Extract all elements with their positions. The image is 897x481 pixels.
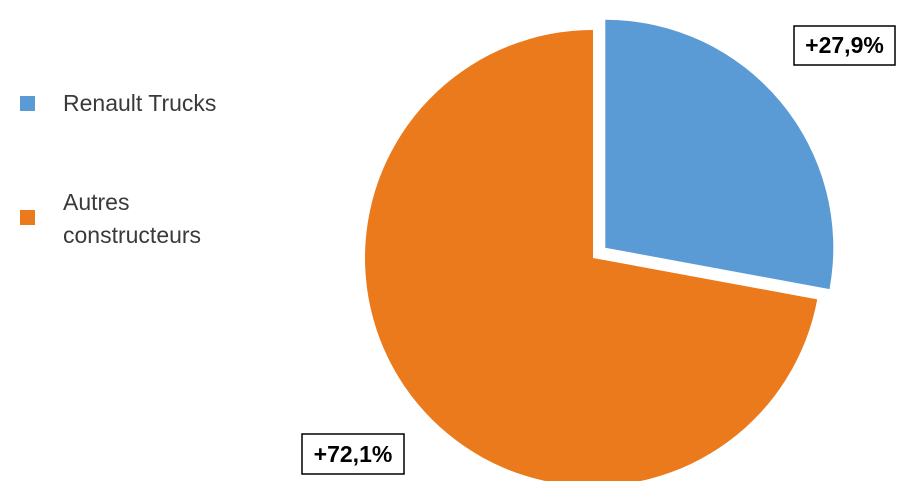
legend-label-renault-trucks: Renault Trucks <box>63 90 216 116</box>
legend: Renault Trucks Autres constructeurs <box>20 90 216 248</box>
pie-slice-renault-trucks <box>605 19 834 290</box>
data-label-box-autres-constructeurs <box>301 433 405 475</box>
data-labels: +27,9% +72,1% <box>301 25 896 475</box>
legend-label-autres-constructeurs-line1: Autres <box>63 189 129 215</box>
legend-label-autres-constructeurs-line2: constructeurs <box>63 222 201 248</box>
pie-slices <box>365 19 834 481</box>
pie-slice-autres-constructeurs <box>365 30 818 481</box>
data-label-text-renault-trucks: +27,9% <box>805 32 884 58</box>
legend-item-renault-trucks: Renault Trucks <box>20 90 216 116</box>
data-label-renault-trucks: +27,9% <box>793 25 896 66</box>
data-label-autres-constructeurs: +72,1% <box>301 433 405 475</box>
legend-item-autres-constructeurs: Autres constructeurs <box>20 189 201 248</box>
legend-swatch-renault-trucks <box>20 96 35 111</box>
data-label-text-autres-constructeurs: +72,1% <box>314 441 393 467</box>
legend-swatch-autres-constructeurs <box>20 210 35 225</box>
data-label-box-renault-trucks <box>793 25 896 66</box>
